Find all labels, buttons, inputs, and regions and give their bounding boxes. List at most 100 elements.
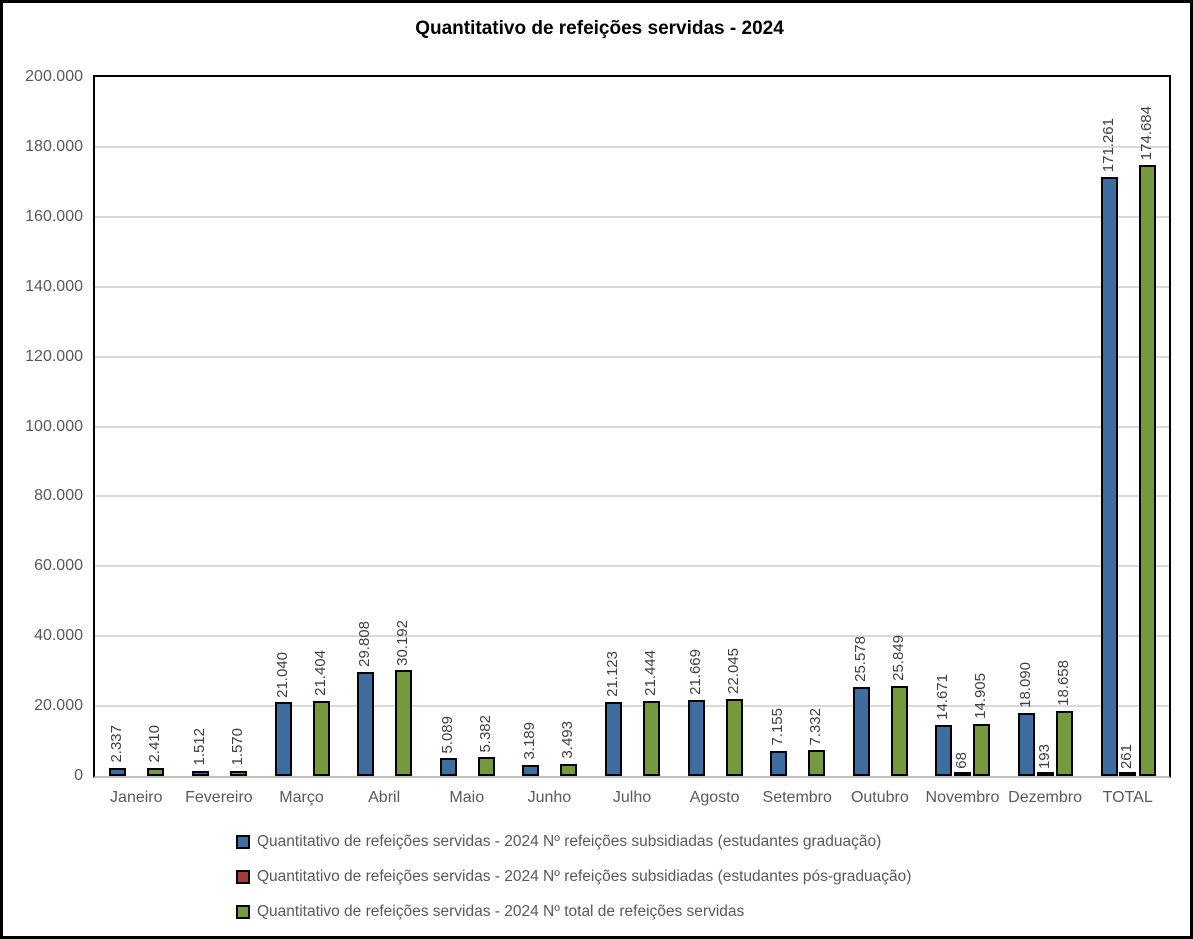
x-axis-category-label: Junho bbox=[527, 789, 572, 806]
bar-total bbox=[229, 770, 247, 776]
gridline bbox=[95, 495, 1169, 498]
y-axis-tick-label: 120.000 bbox=[25, 347, 83, 365]
bar-value-label: 3.493 bbox=[559, 721, 577, 759]
bar-total bbox=[395, 670, 413, 776]
x-axis-category-label: Março bbox=[279, 789, 324, 806]
bar-value-label: 2.337 bbox=[108, 725, 126, 763]
legend: Quantitativo de refeições servidas - 202… bbox=[236, 833, 912, 936]
bar-value-label: 261 bbox=[1118, 743, 1136, 769]
bar-graduacao bbox=[605, 702, 622, 776]
bar-total bbox=[147, 767, 165, 776]
bar-value-label: 193 bbox=[1035, 743, 1053, 769]
y-axis-tick-label: 200.000 bbox=[25, 68, 83, 85]
y-axis-tick-label: 80.000 bbox=[34, 487, 83, 505]
bar-value-label: 25.849 bbox=[889, 634, 907, 681]
bar-value-label: 21.444 bbox=[642, 650, 659, 697]
legend-item-total: Quantitativo de refeições servidas - 202… bbox=[236, 903, 911, 920]
bar-value-label: 25.578 bbox=[851, 635, 869, 682]
bar-total bbox=[725, 698, 743, 776]
bar-value-label: 5.382 bbox=[476, 714, 494, 753]
x-axis-category-label: Janeiro bbox=[110, 789, 163, 806]
bar-pos-graduacao bbox=[953, 772, 971, 776]
bar-value-label: 21.040 bbox=[273, 651, 291, 698]
gridline bbox=[95, 565, 1169, 568]
bar-graduacao bbox=[935, 724, 953, 776]
bar-graduacao bbox=[439, 758, 457, 776]
bar-value-label: 21.404 bbox=[311, 650, 329, 697]
bar-value-label: 7.155 bbox=[769, 708, 787, 746]
bar-graduacao bbox=[191, 770, 209, 776]
gridline bbox=[95, 425, 1169, 428]
bar-value-label: 14.905 bbox=[972, 673, 990, 719]
bar-graduacao bbox=[1100, 177, 1118, 776]
bar-graduacao bbox=[522, 764, 540, 776]
x-axis-category-label: Agosto bbox=[689, 789, 740, 806]
bar-graduacao bbox=[109, 767, 127, 776]
bar-value-label: 21.123 bbox=[604, 651, 621, 698]
x-axis-category-label: Novembro bbox=[925, 789, 1000, 806]
bar-value-label: 18.090 bbox=[1017, 661, 1035, 708]
x-axis-category-label: TOTAL bbox=[1102, 789, 1153, 806]
bar-total bbox=[973, 723, 991, 776]
legend-swatch-graduacao bbox=[236, 834, 250, 849]
legend-label-pos-graduacao: Quantitativo de refeições servidas - 202… bbox=[257, 867, 912, 885]
bar-graduacao bbox=[274, 702, 292, 776]
x-axis-category-label: Dezembro bbox=[1008, 789, 1082, 806]
gridline bbox=[95, 635, 1169, 638]
x-axis-category-label: Outubro bbox=[850, 789, 909, 806]
bar-value-label: 1.570 bbox=[228, 727, 246, 766]
gridline bbox=[95, 145, 1169, 148]
bar-value-label: 14.671 bbox=[934, 673, 952, 720]
y-axis-tick-label: 20.000 bbox=[34, 697, 83, 715]
bar-total bbox=[560, 763, 578, 776]
bar-value-label: 2.410 bbox=[146, 725, 164, 763]
chart-title: Quantitativo de refeições servidas - 202… bbox=[415, 18, 784, 39]
bar-pos-graduacao bbox=[1119, 772, 1137, 776]
legend-swatch-pos-graduacao bbox=[236, 869, 250, 884]
bar-value-label: 29.808 bbox=[356, 620, 374, 667]
legend-item-graduacao: Quantitativo de refeições servidas - 202… bbox=[236, 833, 911, 850]
bar-value-label: 1.512 bbox=[190, 728, 208, 766]
bar-graduacao bbox=[770, 751, 788, 776]
bar-value-label: 18.658 bbox=[1055, 659, 1073, 706]
plot-area: 2.337 2.410 1.512 1.570 21.040 21.404 29.808 30… bbox=[93, 75, 1171, 778]
bar-graduacao bbox=[687, 700, 705, 776]
y-axis-tick-label: 160.000 bbox=[25, 207, 83, 225]
bar-graduacao bbox=[357, 671, 375, 776]
bar-total bbox=[1056, 710, 1074, 776]
y-axis-tick-label: 180.000 bbox=[25, 137, 83, 155]
bar-total bbox=[1138, 165, 1156, 776]
gridline bbox=[95, 355, 1169, 358]
bar-graduacao bbox=[1018, 712, 1036, 776]
bar-value-label: 7.332 bbox=[807, 707, 825, 746]
bar-value-label: 5.089 bbox=[438, 715, 456, 754]
gridline bbox=[95, 285, 1169, 288]
gridline bbox=[95, 215, 1169, 218]
x-axis-category-label: Fevereiro bbox=[185, 789, 253, 806]
bar-value-label: 3.189 bbox=[521, 722, 539, 760]
x-axis-category-label: Abril bbox=[368, 789, 401, 806]
bar-value-label: 30.192 bbox=[394, 619, 412, 666]
bar-total bbox=[477, 757, 495, 776]
bar-value-label: 22.045 bbox=[724, 648, 742, 694]
x-axis-category-label: Setembro bbox=[762, 789, 832, 806]
y-axis-tick-label: 100.000 bbox=[25, 417, 83, 435]
legend-swatch-total bbox=[236, 904, 250, 919]
bar-graduacao bbox=[852, 686, 870, 776]
y-axis-tick-label: 0 bbox=[74, 767, 83, 784]
legend-label-graduacao: Quantitativo de refeições servidas - 202… bbox=[257, 832, 882, 850]
bar-total bbox=[643, 701, 660, 776]
y-axis-tick-label: 140.000 bbox=[25, 277, 83, 295]
bar-value-label: 21.669 bbox=[686, 649, 704, 696]
x-axis-category-label: Maio bbox=[449, 789, 485, 806]
bar-total bbox=[890, 685, 908, 776]
y-axis-tick-label: 40.000 bbox=[34, 627, 83, 645]
bar-value-label: 171.261 bbox=[1099, 118, 1117, 173]
bar-value-label: 68 bbox=[952, 752, 970, 769]
bar-total bbox=[808, 750, 826, 776]
bar-total bbox=[312, 701, 330, 776]
x-axis-category-label: Julho bbox=[612, 789, 652, 806]
y-axis-tick-label: 60.000 bbox=[34, 557, 83, 575]
legend-label-total: Quantitativo de refeições servidas - 202… bbox=[257, 902, 745, 920]
